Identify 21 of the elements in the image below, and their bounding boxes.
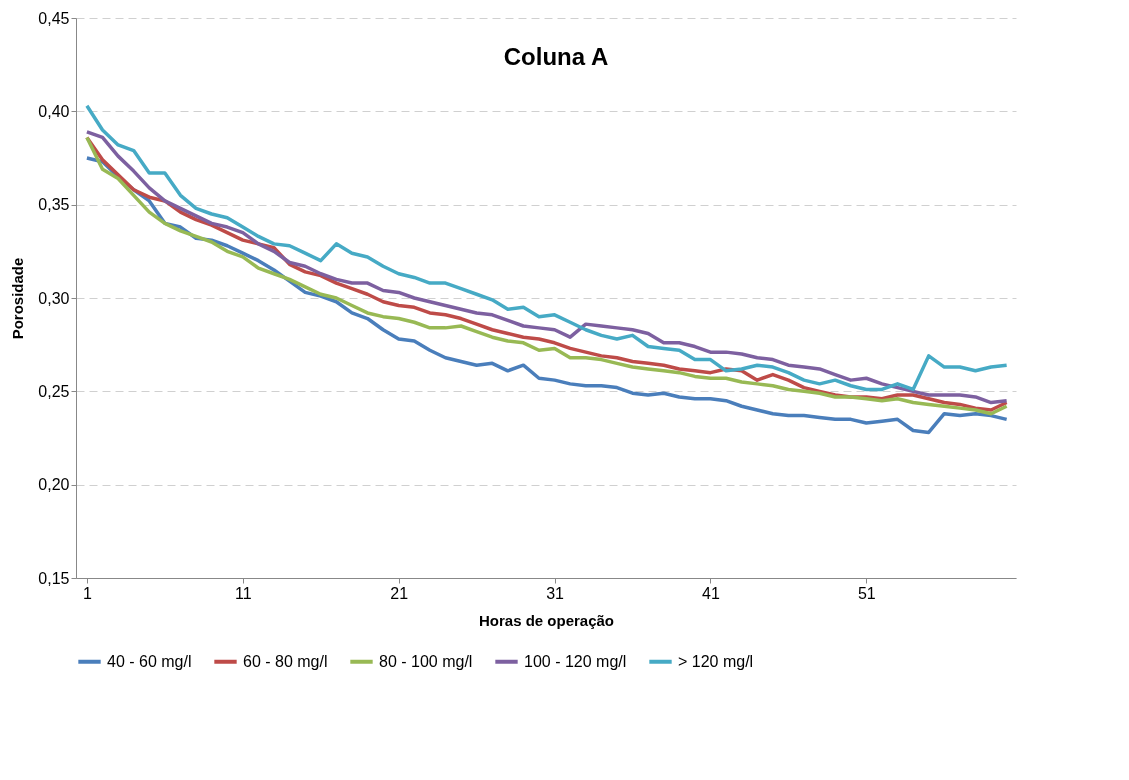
legend-label: 60 - 80 mg/l [243, 652, 328, 670]
x-tick-label: 1 [82, 584, 92, 602]
legend-label: > 120 mg/l [678, 652, 754, 670]
legend-label: 100 - 120 mg/l [524, 652, 627, 670]
x-tick-label: 51 [857, 584, 876, 602]
legend-label: 80 - 100 mg/l [379, 652, 473, 670]
y-tick-label: 0,35 [38, 196, 70, 214]
x-tick-label: 21 [390, 584, 409, 602]
y-tick-label: 0,30 [38, 289, 70, 307]
x-axis-title: Horas de operação [478, 611, 615, 629]
y-tick-label: 0,45 [38, 9, 70, 27]
legend-label: 40 - 60 mg/l [107, 652, 192, 670]
y-axis-title: Porosidade [9, 257, 27, 340]
x-tick-label: 11 [234, 584, 252, 602]
x-tick-label: 41 [702, 584, 720, 602]
x-tick-label: 31 [546, 584, 565, 602]
text: Coluna A [503, 43, 609, 70]
y-tick-label: 0,40 [38, 102, 70, 120]
y-tick-label: 0,15 [38, 569, 70, 587]
y-tick-label: 0,25 [38, 382, 70, 400]
y-tick-label: 0,20 [38, 476, 70, 494]
